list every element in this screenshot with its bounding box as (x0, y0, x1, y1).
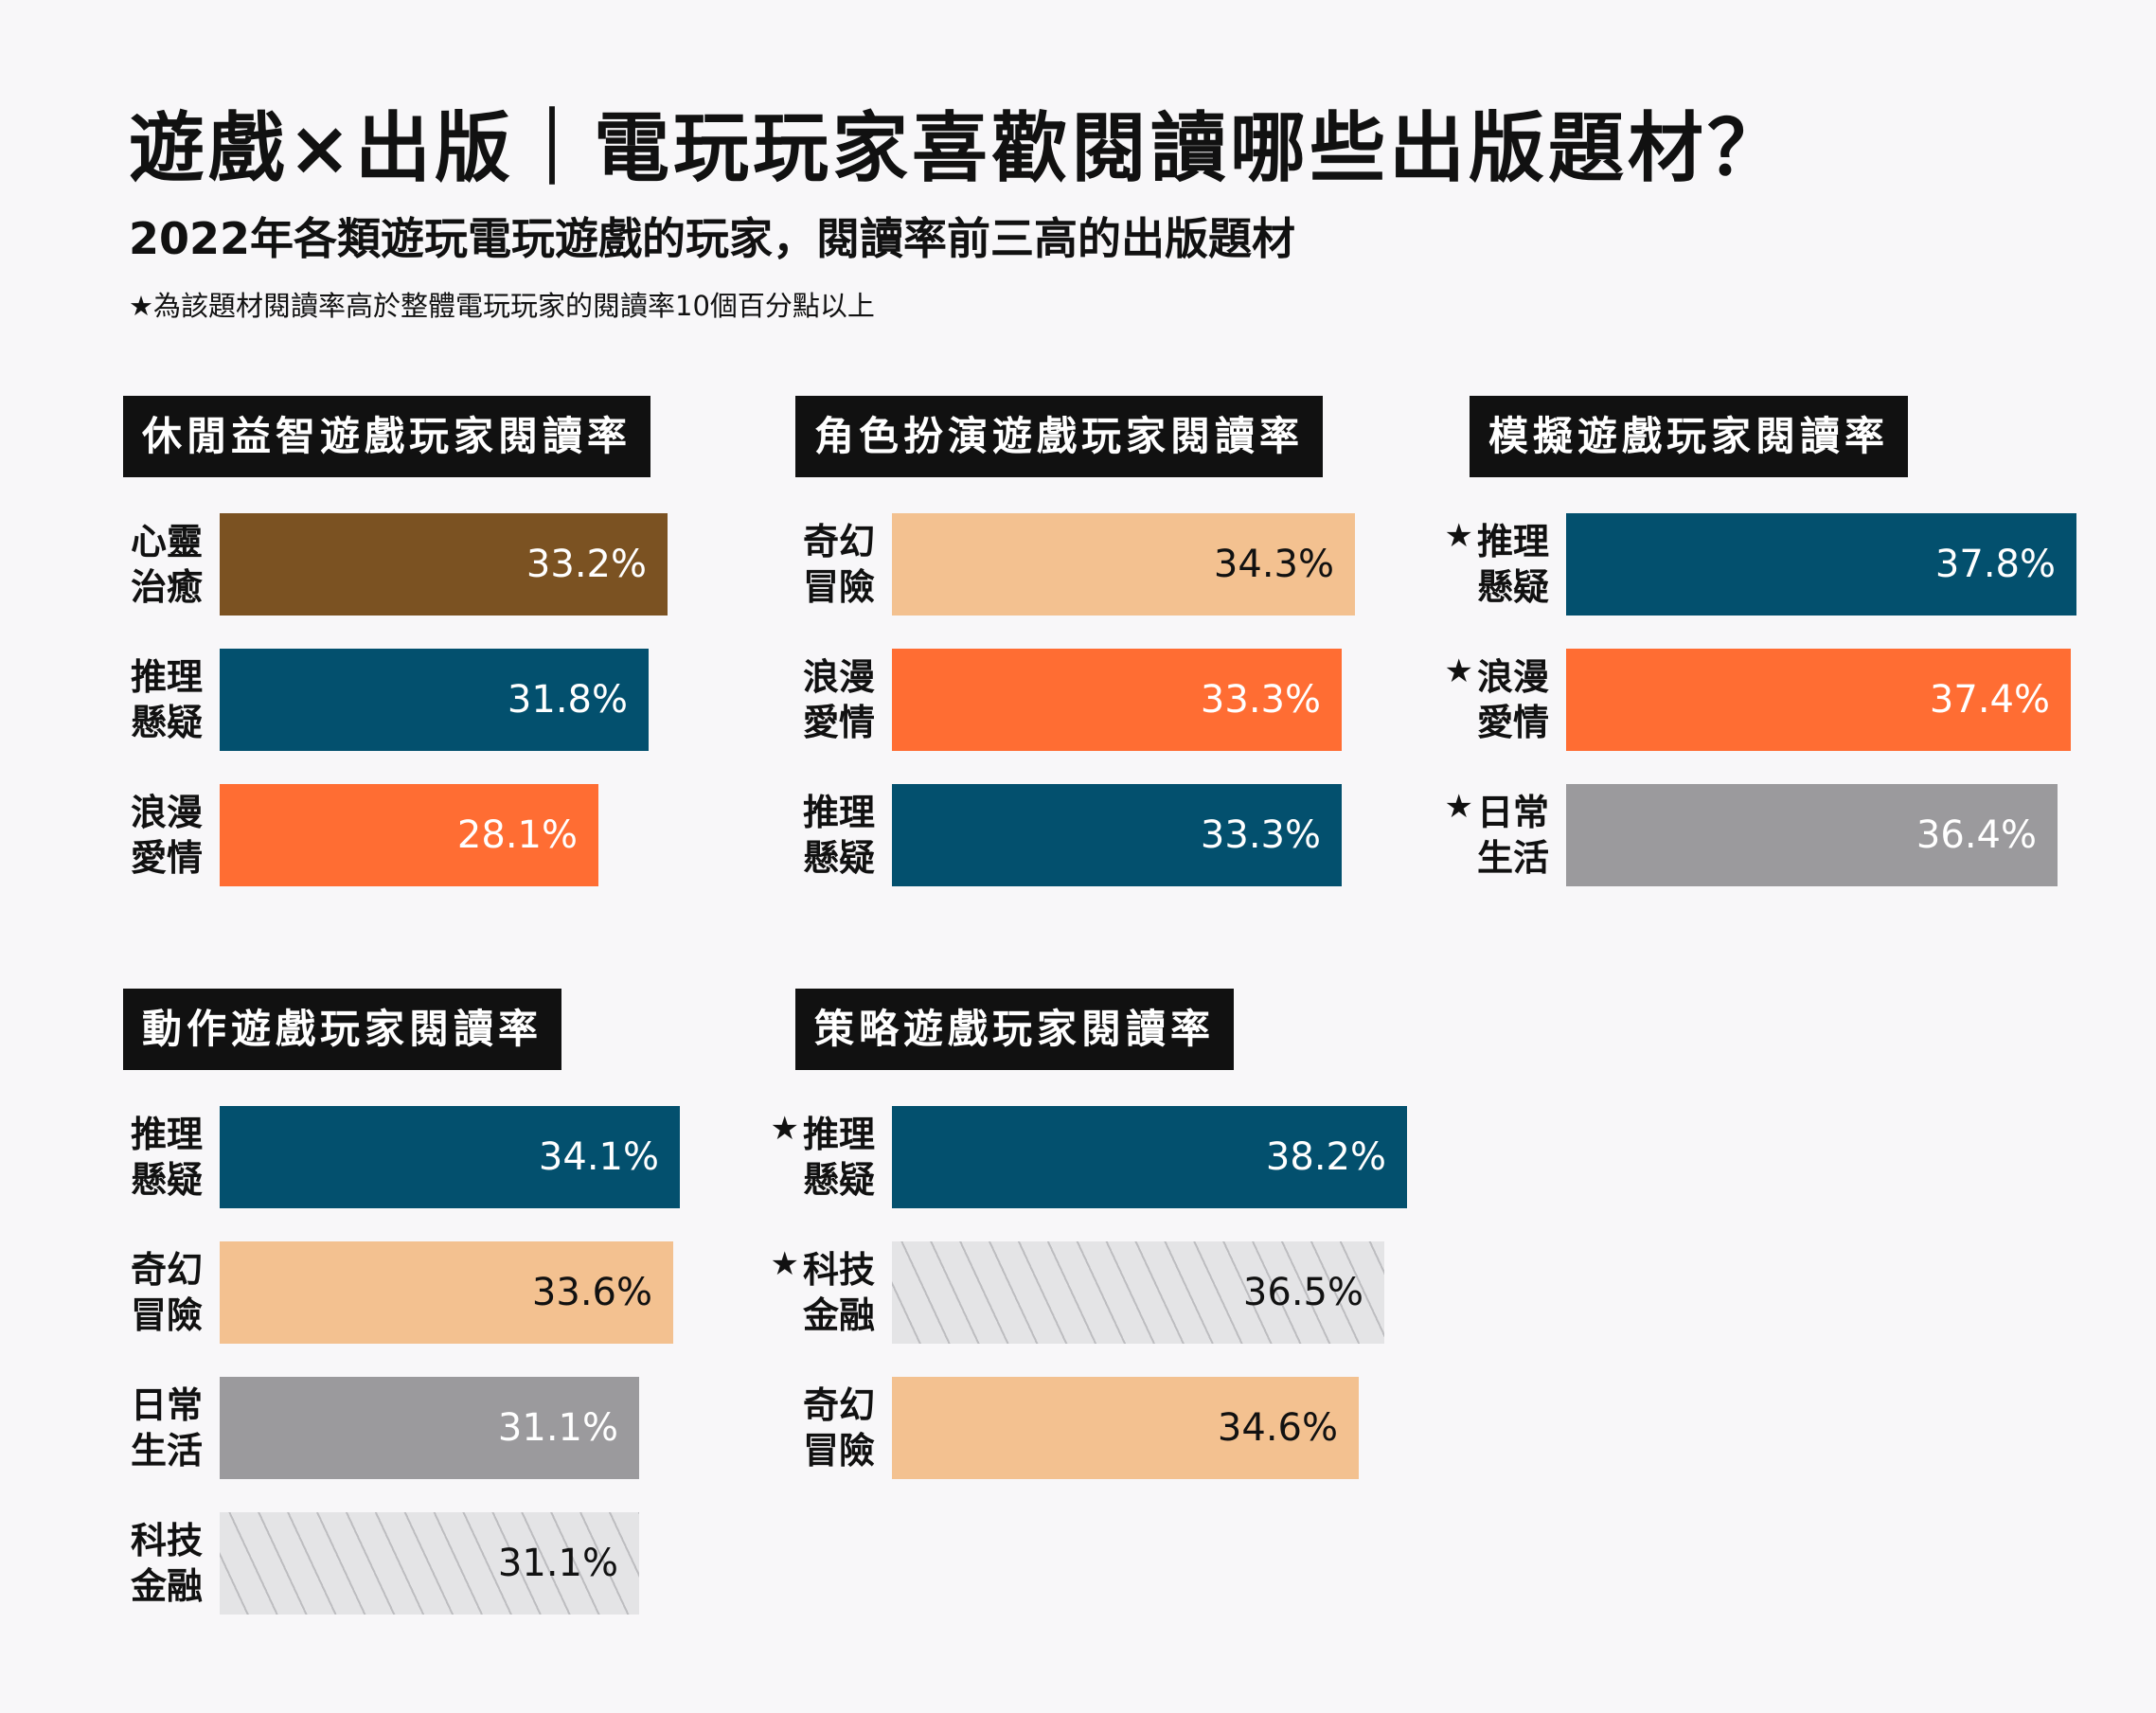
bar-value-label: 37.8% (1935, 513, 2056, 616)
category-text: 奇幻冒險 (131, 1247, 210, 1338)
bar: 33.3% (892, 784, 1342, 886)
bar-value-label: 31.1% (498, 1512, 618, 1615)
bar: 33.3% (892, 649, 1342, 751)
bar-value-label: 36.4% (1916, 784, 2037, 886)
bar-value-label: 33.6% (532, 1241, 652, 1344)
category-label: 奇幻冒險 (740, 513, 882, 616)
bar: 36.4% (1566, 784, 2058, 886)
category-label: ★ 日常生活 (1415, 784, 1557, 886)
bar-value-label: 28.1% (457, 784, 578, 886)
bar: 37.8% (1566, 513, 2076, 616)
bar-value-label: 31.8% (508, 649, 628, 751)
bar-value-label: 33.3% (1201, 649, 1321, 751)
category-text: 推理懸疑 (803, 790, 882, 881)
category-text: 浪漫愛情 (131, 790, 210, 881)
category-label: ★ 浪漫愛情 (1415, 649, 1557, 751)
category-label: 科技金融 (68, 1512, 210, 1615)
bar: 34.1% (220, 1106, 680, 1208)
category-label: 推理懸疑 (740, 784, 882, 886)
category-text: 浪漫愛情 (803, 654, 882, 745)
star-icon: ★ (771, 1110, 799, 1148)
bar-value-label: 37.4% (1930, 649, 2050, 751)
bar: 38.2% (892, 1106, 1407, 1208)
bar-value-label: 34.3% (1214, 513, 1334, 616)
star-icon: ★ (771, 1245, 799, 1283)
panel-title: 模擬遊戲玩家閱讀率 (1470, 396, 1908, 477)
bar-value-label: 33.3% (1201, 784, 1321, 886)
bar: 28.1% (220, 784, 598, 886)
category-label: 浪漫愛情 (740, 649, 882, 751)
category-text: 浪漫愛情 (1477, 654, 1557, 745)
panel-title: 角色扮演遊戲玩家閱讀率 (795, 396, 1323, 477)
bar: 31.1% (220, 1512, 639, 1615)
category-label: 奇幻冒險 (740, 1377, 882, 1479)
category-label: 浪漫愛情 (68, 784, 210, 886)
star-icon: ★ (1445, 652, 1473, 690)
panel-title: 策略遊戲玩家閱讀率 (795, 989, 1234, 1070)
bar: 31.1% (220, 1377, 639, 1479)
star-icon: ★ (1445, 517, 1473, 555)
star-note: ★為該題材閱讀率高於整體電玩玩家的閱讀率10個百分點以上 (129, 284, 875, 324)
bar: 33.6% (220, 1241, 673, 1344)
bar: 33.2% (220, 513, 668, 616)
page-title: 遊戲×出版｜電玩玩家喜歡閱讀哪些出版題材？ (129, 87, 1787, 197)
category-label: ★ 推理懸疑 (1415, 513, 1557, 616)
category-label: 心靈治癒 (68, 513, 210, 616)
bar-value-label: 34.1% (539, 1106, 659, 1208)
category-text: 日常生活 (1477, 790, 1557, 881)
category-text: 奇幻冒險 (803, 1383, 882, 1473)
panel-title: 休閒益智遊戲玩家閱讀率 (123, 396, 650, 477)
panel-title: 動作遊戲玩家閱讀率 (123, 989, 561, 1070)
bar: 36.5% (892, 1241, 1384, 1344)
bar: 37.4% (1566, 649, 2071, 751)
category-label: 推理懸疑 (68, 1106, 210, 1208)
category-label: 奇幻冒險 (68, 1241, 210, 1344)
category-label: ★ 科技金融 (740, 1241, 882, 1344)
category-text: 科技金融 (803, 1247, 882, 1338)
category-text: 推理懸疑 (131, 1112, 210, 1203)
bar: 34.6% (892, 1377, 1359, 1479)
bar-value-label: 31.1% (498, 1377, 618, 1479)
star-icon: ★ (1445, 788, 1473, 826)
category-text: 推理懸疑 (803, 1112, 882, 1203)
category-text: 心靈治癒 (131, 519, 210, 610)
category-text: 日常生活 (131, 1383, 210, 1473)
bar: 34.3% (892, 513, 1355, 616)
bar: 31.8% (220, 649, 649, 751)
category-text: 推理懸疑 (131, 654, 210, 745)
category-label: 推理懸疑 (68, 649, 210, 751)
bar-value-label: 34.6% (1218, 1377, 1338, 1479)
category-label: 日常生活 (68, 1377, 210, 1479)
bar-value-label: 33.2% (526, 513, 647, 616)
category-text: 奇幻冒險 (803, 519, 882, 610)
bar-value-label: 38.2% (1266, 1106, 1386, 1208)
bar-value-label: 36.5% (1243, 1241, 1363, 1344)
category-text: 推理懸疑 (1477, 519, 1557, 610)
category-text: 科技金融 (131, 1518, 210, 1609)
category-label: ★ 推理懸疑 (740, 1106, 882, 1208)
page-subtitle: 2022年各類遊玩電玩遊戲的玩家，閱讀率前三高的出版題材 (129, 205, 1295, 267)
